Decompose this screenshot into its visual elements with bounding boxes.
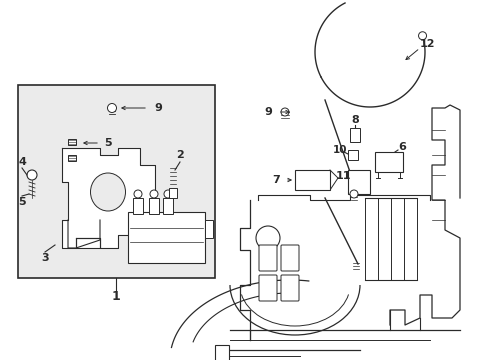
FancyBboxPatch shape xyxy=(281,275,298,301)
Bar xyxy=(68,139,76,145)
Bar xyxy=(349,128,359,142)
Ellipse shape xyxy=(90,173,125,211)
Text: 11: 11 xyxy=(335,171,350,181)
Text: 2: 2 xyxy=(176,150,183,160)
Bar xyxy=(163,198,173,214)
Text: 8: 8 xyxy=(350,115,358,125)
Circle shape xyxy=(256,226,280,250)
Circle shape xyxy=(150,190,158,198)
Text: 7: 7 xyxy=(271,175,279,185)
Text: 5: 5 xyxy=(104,138,112,148)
Polygon shape xyxy=(76,238,100,248)
Bar xyxy=(169,188,177,198)
Circle shape xyxy=(349,190,357,198)
Polygon shape xyxy=(62,148,155,248)
Text: 10: 10 xyxy=(332,145,346,155)
Text: 12: 12 xyxy=(418,39,434,49)
Bar xyxy=(68,155,76,161)
Bar xyxy=(149,198,159,214)
Bar xyxy=(204,220,213,238)
Text: 6: 6 xyxy=(397,142,405,152)
Bar xyxy=(128,212,204,263)
Bar xyxy=(347,170,369,194)
Circle shape xyxy=(163,190,172,198)
FancyBboxPatch shape xyxy=(281,245,298,271)
Circle shape xyxy=(134,190,142,198)
Bar xyxy=(133,198,142,214)
FancyBboxPatch shape xyxy=(259,245,276,271)
FancyBboxPatch shape xyxy=(259,275,276,301)
Bar xyxy=(18,85,215,278)
Bar xyxy=(374,152,402,172)
Circle shape xyxy=(107,104,116,113)
Bar xyxy=(294,170,329,190)
Polygon shape xyxy=(68,220,100,248)
Bar xyxy=(215,345,228,360)
Bar xyxy=(347,150,357,160)
Text: 1: 1 xyxy=(111,291,120,303)
Circle shape xyxy=(281,108,288,116)
Text: 9: 9 xyxy=(264,107,271,117)
Text: 5: 5 xyxy=(18,197,26,207)
Text: 9: 9 xyxy=(154,103,162,113)
Circle shape xyxy=(27,170,37,180)
Text: 4: 4 xyxy=(18,157,26,167)
Text: 3: 3 xyxy=(41,253,49,263)
Circle shape xyxy=(418,32,426,40)
